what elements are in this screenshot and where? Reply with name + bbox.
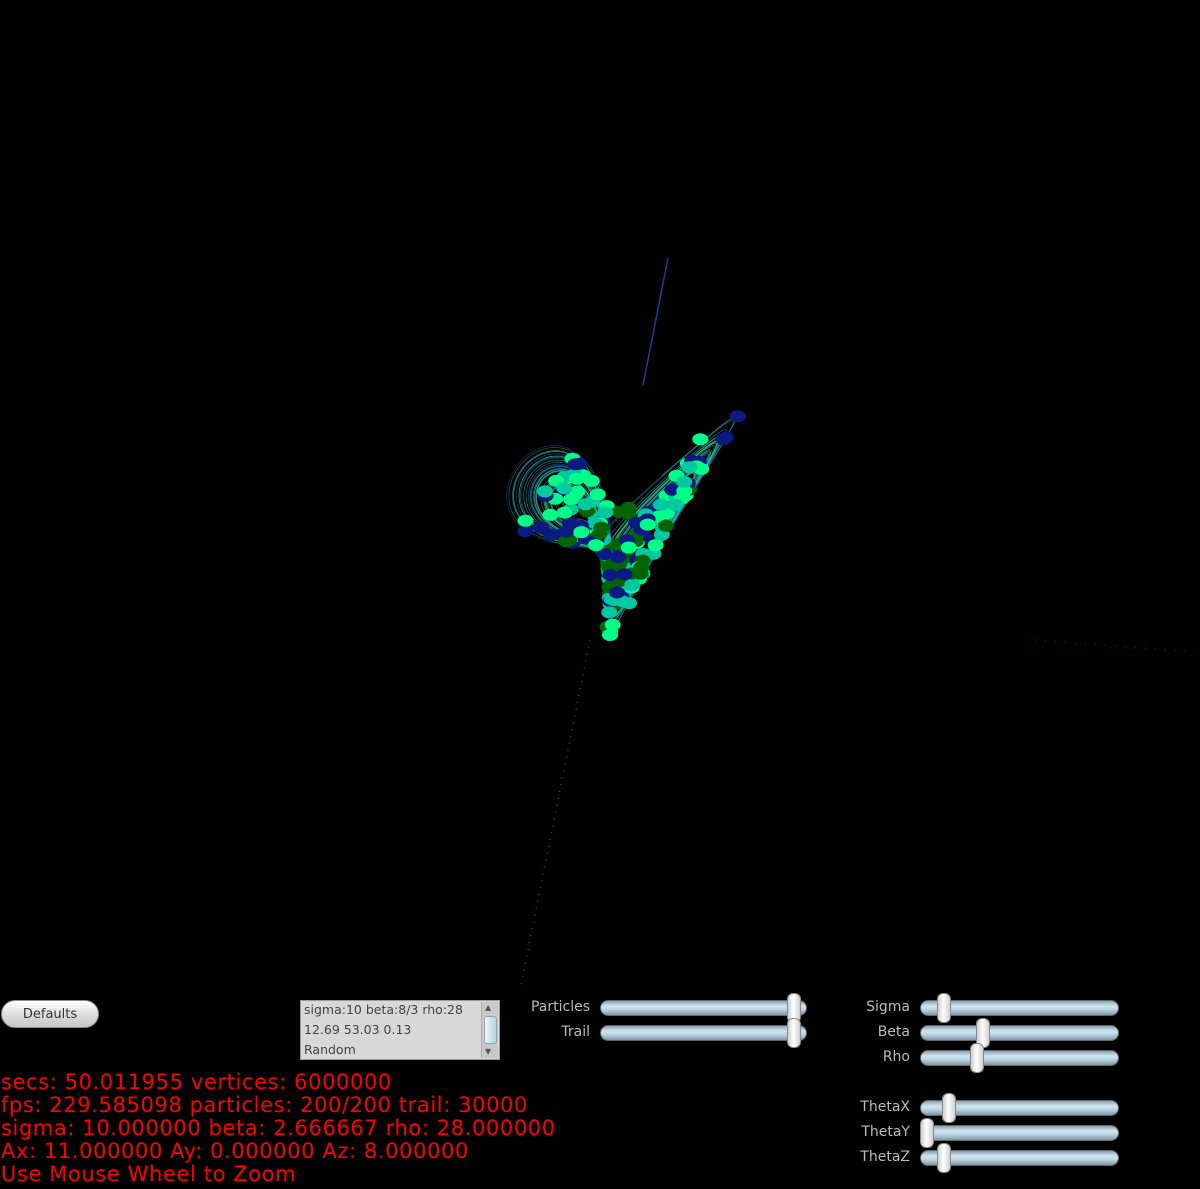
trail-slider[interactable] — [600, 1025, 807, 1041]
thetaz-slider[interactable] — [920, 1150, 1119, 1166]
particle — [543, 528, 559, 541]
particle — [729, 410, 746, 423]
particle — [639, 518, 656, 531]
particle — [556, 482, 573, 495]
stats-line-hint: Use Mouse Wheel to Zoom — [1, 1162, 297, 1186]
particle — [616, 568, 633, 581]
particle — [596, 548, 613, 561]
scroll-up-icon[interactable]: ▲ — [485, 1003, 492, 1012]
particle — [556, 506, 573, 519]
particle — [632, 567, 649, 580]
rho-slider[interactable] — [920, 1050, 1119, 1066]
particle — [609, 586, 625, 599]
particle — [571, 457, 588, 470]
particle — [692, 433, 709, 446]
particle — [657, 519, 674, 532]
particle — [542, 508, 559, 521]
sigma-slider[interactable] — [920, 1000, 1119, 1016]
preset-item[interactable]: sigma:10 beta:8/3 rho:28 — [304, 1002, 463, 1017]
particle — [602, 569, 619, 581]
particle — [667, 498, 684, 511]
particle — [624, 578, 641, 591]
particle — [517, 525, 534, 538]
particle — [664, 483, 681, 496]
thetax-slider-thumb[interactable] — [942, 1093, 957, 1123]
particle — [587, 539, 604, 552]
particles-label: Particles — [530, 999, 590, 1015]
preset-item[interactable]: Random — [304, 1042, 356, 1057]
particle — [602, 629, 618, 641]
particle — [653, 498, 670, 511]
particle — [573, 526, 590, 539]
particle — [647, 539, 664, 552]
stats-line-time: secs: 50.011955 vertices: 6000000 — [1, 1070, 392, 1094]
scrollbar-thumb[interactable] — [484, 1016, 497, 1044]
thetax-label: ThetaX — [860, 1099, 910, 1115]
particle — [593, 521, 610, 534]
particle — [577, 498, 594, 511]
rho-slider-thumb[interactable] — [969, 1043, 984, 1073]
thetay-label: ThetaY — [861, 1124, 910, 1140]
particle — [517, 514, 534, 527]
preset-item[interactable]: 12.69 53.03 0.13 — [304, 1022, 412, 1037]
x-axis — [1034, 639, 1196, 653]
thetaz-slider-thumb[interactable] — [936, 1143, 951, 1173]
particle — [583, 474, 600, 487]
particle — [597, 506, 614, 519]
particle — [610, 551, 627, 564]
particle — [569, 472, 585, 485]
particle — [589, 488, 606, 501]
particle — [537, 485, 553, 498]
preset-listbox[interactable]: sigma:10 beta:8/3 rho:28 12.69 53.03 0.1… — [300, 1000, 500, 1060]
beta-label: Beta — [877, 1024, 910, 1040]
y-axis — [519, 639, 591, 991]
particle — [601, 606, 618, 619]
thetaz-label: ThetaZ — [860, 1149, 910, 1165]
sigma-slider-thumb[interactable] — [936, 993, 951, 1023]
trail-label: Trail — [561, 1024, 590, 1040]
particle — [558, 535, 575, 548]
particle — [620, 541, 637, 554]
particle — [563, 493, 580, 506]
scroll-down-icon[interactable]: ▼ — [485, 1047, 492, 1056]
stats-line-params: sigma: 10.000000 beta: 2.666667 rho: 28.… — [1, 1116, 556, 1140]
sigma-label: Sigma — [866, 999, 910, 1015]
listbox-scrollbar[interactable]: ▲ ▼ — [481, 1002, 498, 1058]
particles-slider[interactable] — [600, 1000, 807, 1016]
stats-line-axes: Ax: 11.000000 Ay: 0.000000 Az: 8.000000 — [1, 1139, 469, 1163]
thetax-slider[interactable] — [920, 1100, 1119, 1116]
stats-line-fps: fps: 229.585098 particles: 200/200 trail… — [1, 1093, 528, 1117]
particle — [676, 485, 693, 497]
beta-slider[interactable] — [920, 1025, 1119, 1041]
defaults-button[interactable]: Defaults — [1, 1000, 99, 1028]
particle — [604, 618, 621, 631]
rho-label: Rho — [882, 1049, 910, 1065]
particle-group — [517, 410, 746, 641]
particle — [676, 475, 693, 488]
particle — [715, 433, 732, 445]
particle — [681, 461, 698, 474]
thetay-slider[interactable] — [920, 1125, 1119, 1141]
particle — [611, 506, 628, 518]
lorenz-attractor-canvas[interactable] — [0, 0, 1200, 995]
thetay-slider-thumb[interactable] — [920, 1118, 934, 1148]
trail-slider-thumb[interactable] — [787, 1018, 802, 1048]
z-axis — [642, 257, 669, 386]
